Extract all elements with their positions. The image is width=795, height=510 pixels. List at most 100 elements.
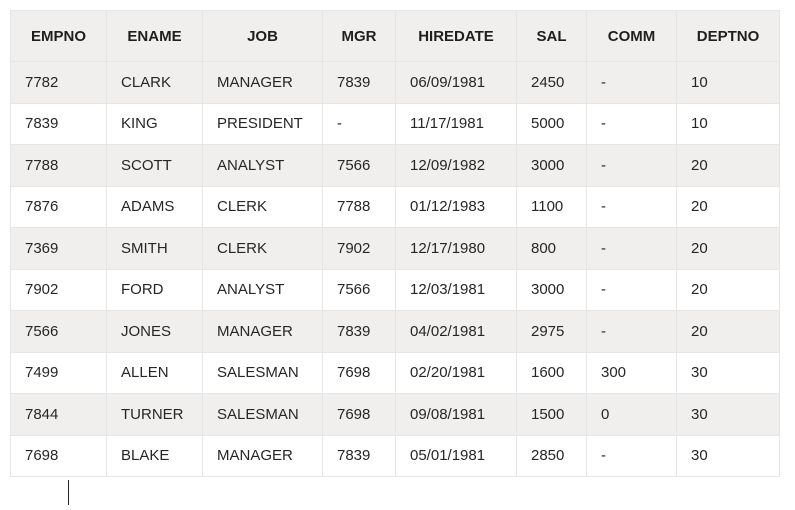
- table-row[interactable]: 7782 CLARK MANAGER 7839 06/09/1981 2450-10: [10, 61, 780, 104]
- employee-table: EMPNO ENAME JOB MGR HIREDATE SAL COMM DE…: [10, 10, 780, 477]
- cell-job: MANAGER: [202, 310, 323, 353]
- table-row[interactable]: 7566 JONES MANAGER 7839 04/02/1981 2975-20: [10, 310, 780, 353]
- cell-job: CLERK: [202, 185, 323, 228]
- text-cursor: [68, 480, 69, 505]
- column-header-sal[interactable]: SAL: [516, 10, 587, 62]
- data-table-container: EMPNO ENAME JOB MGR HIREDATE SAL COMM DE…: [10, 10, 780, 477]
- table-body: 7782 CLARK MANAGER 7839 06/09/1981 2450-10 783…: [10, 61, 780, 477]
- cell-empno: 7566: [10, 310, 107, 353]
- cell-deptno: 30: [676, 351, 780, 394]
- cell-sal: 2450: [516, 61, 587, 104]
- cell-hiredate: 12/03/1981: [395, 268, 517, 311]
- cell-mgr: 7839: [322, 434, 396, 477]
- cell-mgr: -: [322, 102, 396, 145]
- cell-sal: 1100: [516, 185, 587, 228]
- cell-mgr: 7788: [322, 185, 396, 228]
- cell-deptno: 20: [676, 144, 780, 187]
- cell-deptno: 20: [676, 268, 780, 311]
- table-row[interactable]: 7369 SMITH CLERK 7902 12/17/1980 800-20: [10, 227, 780, 270]
- cell-job: MANAGER: [202, 434, 323, 477]
- cell-job: MANAGER: [202, 61, 323, 104]
- cell-ename: ADAMS: [106, 185, 203, 228]
- cell-deptno: 20: [676, 185, 780, 228]
- cell-empno: 7844: [10, 393, 107, 436]
- column-header-empno[interactable]: EMPNO: [10, 10, 107, 62]
- column-header-mgr[interactable]: MGR: [322, 10, 396, 62]
- cell-sal: 1500: [516, 393, 587, 436]
- cell-empno: 7902: [10, 268, 107, 311]
- table-row[interactable]: 7902 FORD ANALYST 7566 12/03/1981 3000-20: [10, 268, 780, 311]
- column-header-ename[interactable]: ENAME: [106, 10, 203, 62]
- cell-ename: SCOTT: [106, 144, 203, 187]
- cell-sal: 3000: [516, 144, 587, 187]
- table-row[interactable]: 7698 BLAKE MANAGER 7839 05/01/1981 2850-30: [10, 434, 780, 477]
- cell-hiredate: 06/09/1981: [395, 61, 517, 104]
- cell-mgr: 7698: [322, 393, 396, 436]
- cell-mgr: 7839: [322, 310, 396, 353]
- cell-comm: -: [586, 434, 677, 477]
- column-header-comm[interactable]: COMM: [586, 10, 677, 62]
- cell-comm: -: [586, 61, 677, 104]
- table-header: EMPNO ENAME JOB MGR HIREDATE SAL COMM DE…: [10, 10, 780, 62]
- cell-deptno: 30: [676, 393, 780, 436]
- cell-comm: 300: [586, 351, 677, 394]
- cell-ename: BLAKE: [106, 434, 203, 477]
- table-row[interactable]: 7499 ALLEN SALESMAN 7698 02/20/1981 1600 300 30: [10, 351, 780, 394]
- cell-ename: FORD: [106, 268, 203, 311]
- table-row[interactable]: 7839 KING PRESIDENT -11/17/1981 5000-10: [10, 102, 780, 145]
- cell-empno: 7369: [10, 227, 107, 270]
- cell-sal: 1600: [516, 351, 587, 394]
- cell-ename: SMITH: [106, 227, 203, 270]
- cell-job: PRESIDENT: [202, 102, 323, 145]
- cell-empno: 7499: [10, 351, 107, 394]
- cell-empno: 7782: [10, 61, 107, 104]
- cell-mgr: 7839: [322, 61, 396, 104]
- cell-hiredate: 12/17/1980: [395, 227, 517, 270]
- cell-hiredate: 04/02/1981: [395, 310, 517, 353]
- cell-mgr: 7902: [322, 227, 396, 270]
- cell-deptno: 10: [676, 102, 780, 145]
- cell-job: SALESMAN: [202, 393, 323, 436]
- cell-deptno: 30: [676, 434, 780, 477]
- cell-mgr: 7566: [322, 144, 396, 187]
- cell-comm: -: [586, 310, 677, 353]
- cell-ename: KING: [106, 102, 203, 145]
- cell-sal: 2850: [516, 434, 587, 477]
- column-header-job[interactable]: JOB: [202, 10, 323, 62]
- table-row[interactable]: 7844 TURNER SALESMAN 7698 09/08/1981 1500 0 30: [10, 393, 780, 436]
- cell-comm: -: [586, 185, 677, 228]
- cell-hiredate: 09/08/1981: [395, 393, 517, 436]
- column-header-deptno[interactable]: DEPTNO: [676, 10, 780, 62]
- cell-comm: -: [586, 227, 677, 270]
- cell-hiredate: 11/17/1981: [395, 102, 517, 145]
- cell-comm: -: [586, 102, 677, 145]
- cell-comm: -: [586, 144, 677, 187]
- cell-job: ANALYST: [202, 144, 323, 187]
- cell-sal: 2975: [516, 310, 587, 353]
- table-row[interactable]: 7876 ADAMS CLERK 7788 01/12/1983 1100-20: [10, 185, 780, 228]
- cell-sal: 5000: [516, 102, 587, 145]
- cell-hiredate: 12/09/1982: [395, 144, 517, 187]
- cell-comm: -: [586, 268, 677, 311]
- cell-mgr: 7698: [322, 351, 396, 394]
- cell-hiredate: 05/01/1981: [395, 434, 517, 477]
- header-row: EMPNO ENAME JOB MGR HIREDATE SAL COMM DE…: [10, 10, 780, 62]
- cell-ename: CLARK: [106, 61, 203, 104]
- cell-sal: 3000: [516, 268, 587, 311]
- cell-hiredate: 01/12/1983: [395, 185, 517, 228]
- cell-empno: 7876: [10, 185, 107, 228]
- cell-ename: TURNER: [106, 393, 203, 436]
- cell-sal: 800: [516, 227, 587, 270]
- cell-deptno: 10: [676, 61, 780, 104]
- cell-deptno: 20: [676, 310, 780, 353]
- cell-ename: ALLEN: [106, 351, 203, 394]
- cell-empno: 7698: [10, 434, 107, 477]
- cell-deptno: 20: [676, 227, 780, 270]
- cell-hiredate: 02/20/1981: [395, 351, 517, 394]
- cell-job: ANALYST: [202, 268, 323, 311]
- cell-empno: 7788: [10, 144, 107, 187]
- column-header-hiredate[interactable]: HIREDATE: [395, 10, 517, 62]
- cell-job: CLERK: [202, 227, 323, 270]
- cell-empno: 7839: [10, 102, 107, 145]
- table-row[interactable]: 7788 SCOTT ANALYST 7566 12/09/1982 3000-20: [10, 144, 780, 187]
